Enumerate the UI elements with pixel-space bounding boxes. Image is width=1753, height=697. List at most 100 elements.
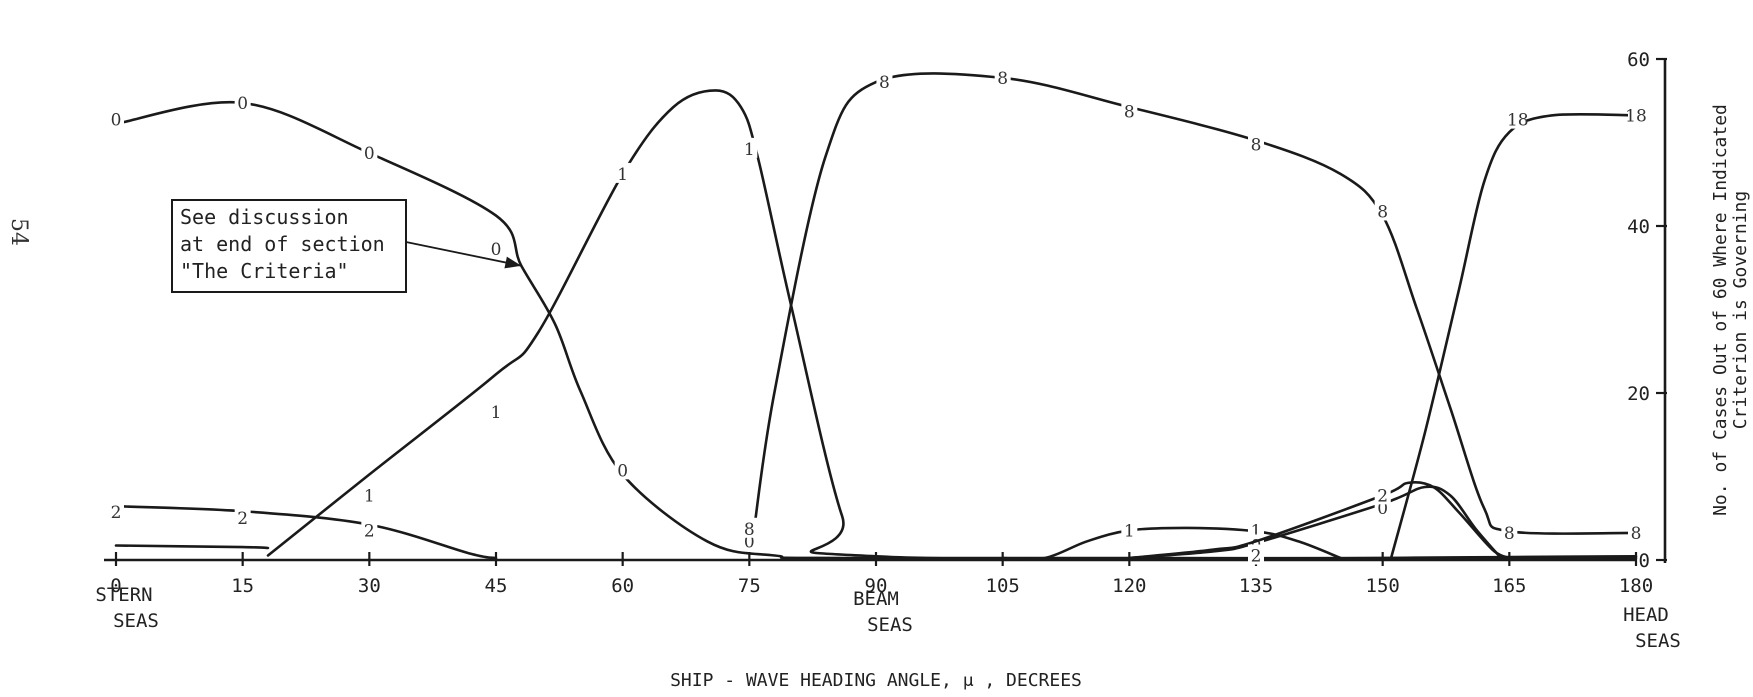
x-tick-label: 90 bbox=[865, 575, 888, 597]
point-label: 0 bbox=[237, 94, 248, 114]
point-label: 8 bbox=[1124, 102, 1135, 122]
point-label: 0 bbox=[617, 461, 628, 481]
page-number: 54 bbox=[6, 218, 31, 246]
point-label: 0 bbox=[111, 111, 122, 131]
x-tick-label: 105 bbox=[986, 575, 1020, 597]
point-label-bg bbox=[1248, 544, 1264, 565]
point-label: 8 bbox=[1251, 136, 1262, 156]
point-label-bg bbox=[1121, 100, 1138, 121]
x-annotation-label: SEAS bbox=[867, 614, 913, 636]
point-label: 0 bbox=[744, 532, 755, 552]
point-label-bg bbox=[234, 506, 251, 527]
callout-line-1: See discussion bbox=[180, 205, 349, 229]
point-label-bg bbox=[108, 108, 124, 129]
point-label-bg bbox=[361, 519, 378, 540]
series-layer: 0000001111222888888881100221818 bbox=[108, 66, 1647, 566]
point-label-bg bbox=[614, 459, 631, 480]
point-label: 2 bbox=[111, 503, 122, 523]
point-label: 8 bbox=[1631, 524, 1642, 544]
point-label: 8 bbox=[879, 73, 890, 93]
point-label: 0 bbox=[491, 240, 502, 260]
series-1: 0 0 0 0 0 0 bbox=[108, 91, 1638, 560]
x-tick-label: 60 bbox=[611, 575, 634, 597]
y-axis-title: No. of Cases Out of 60 Where Indicated C… bbox=[1710, 104, 1751, 516]
point-label: 2 bbox=[1377, 486, 1388, 506]
point-label-bg bbox=[1248, 519, 1264, 540]
point-label: 2 bbox=[1251, 546, 1262, 566]
point-label-bg bbox=[1501, 521, 1518, 542]
point-label-bg bbox=[741, 517, 758, 538]
point-label: 2 bbox=[237, 509, 248, 529]
x-tick-label: 45 bbox=[485, 575, 508, 597]
series-line bbox=[114, 504, 498, 560]
x-tick-label: 30 bbox=[358, 575, 381, 597]
point-label-bg bbox=[1374, 200, 1391, 221]
point-label: 0 bbox=[364, 144, 375, 164]
point-label-bg bbox=[1248, 133, 1264, 154]
y-tick-label: 60 bbox=[1627, 49, 1650, 71]
y-axis-title-line-2: Criterion is Governing bbox=[1730, 191, 1751, 429]
series-line bbox=[266, 89, 1638, 561]
series-5: 8 8 8 8 8 8 8 8 bbox=[741, 66, 1644, 544]
x-tick-label: 165 bbox=[1492, 575, 1526, 597]
series-line bbox=[114, 100, 1638, 560]
x-annotation-label: SEAS bbox=[113, 610, 159, 632]
y-axis-title-line-1: No. of Cases Out of 60 Where Indicated bbox=[1710, 104, 1731, 516]
point-label: 8 bbox=[744, 520, 755, 540]
x-annotation-label: HEAD bbox=[1623, 604, 1669, 626]
x-tick-label: 120 bbox=[1112, 575, 1146, 597]
y-axis-ticks: 0 20 40 60 bbox=[1627, 49, 1667, 572]
point-label: 8 bbox=[997, 69, 1008, 89]
point-label: 1 bbox=[491, 403, 502, 423]
point-label: 1 bbox=[1124, 521, 1135, 541]
series-9: 18 18 bbox=[1389, 104, 1647, 560]
series-8: 22 bbox=[1128, 480, 1511, 566]
point-label: 8 bbox=[1377, 202, 1388, 222]
callout-box bbox=[171, 199, 407, 293]
callout-arrowhead bbox=[504, 256, 522, 269]
x-axis-annotations: STERN SEAS BEAM SEAS HEAD SEAS bbox=[95, 584, 1680, 652]
point-label-bg bbox=[741, 137, 758, 158]
series-line bbox=[1128, 485, 1503, 560]
point-label-bg bbox=[1509, 108, 1526, 129]
point-label: 8 bbox=[1504, 524, 1515, 544]
point-label: 1 bbox=[617, 165, 628, 185]
point-label-bg bbox=[1628, 521, 1644, 542]
point-label-bg bbox=[488, 238, 504, 259]
y-tick-label: 40 bbox=[1627, 216, 1650, 238]
x-tick-label: 135 bbox=[1239, 575, 1273, 597]
x-tick-label: 15 bbox=[231, 575, 254, 597]
series-4: 2 2 2 bbox=[108, 501, 498, 560]
x-tick-label: 150 bbox=[1366, 575, 1400, 597]
point-label-bg bbox=[876, 71, 893, 92]
x-annotation-label: SEAS bbox=[1635, 630, 1681, 652]
point-label-bg bbox=[234, 91, 251, 112]
series-line bbox=[1128, 480, 1511, 560]
y-tick-label: 20 bbox=[1627, 383, 1650, 405]
point-label: 2 bbox=[364, 521, 375, 541]
point-label-bg bbox=[108, 501, 124, 522]
series-line bbox=[1001, 526, 1342, 561]
point-label: 18 bbox=[1625, 106, 1647, 126]
point-label-bg bbox=[994, 66, 1011, 87]
series-line bbox=[114, 544, 270, 550]
y-tick-label: 0 bbox=[1639, 550, 1650, 572]
point-label: 18 bbox=[1507, 111, 1529, 131]
callout-line-2: at end of section bbox=[180, 232, 385, 256]
series-3 bbox=[114, 544, 270, 550]
point-label-bg bbox=[614, 162, 631, 183]
series-line bbox=[1389, 112, 1638, 560]
point-label: 1 bbox=[744, 140, 755, 160]
x-annotation-label: BEAM bbox=[853, 588, 899, 610]
point-label-bg bbox=[488, 400, 504, 421]
point-label: 1 bbox=[1251, 521, 1262, 541]
x-tick-label: 0 bbox=[110, 575, 121, 597]
point-label: 1 bbox=[364, 486, 375, 506]
x-annotation-label: STERN bbox=[95, 584, 152, 606]
x-axis-ticks: 0 15 30 45 60 75 90 105 120 135 150 165 180 bbox=[110, 552, 1653, 597]
callout-line-3: "The Criteria" bbox=[180, 259, 349, 283]
point-label-bg bbox=[1628, 104, 1644, 125]
